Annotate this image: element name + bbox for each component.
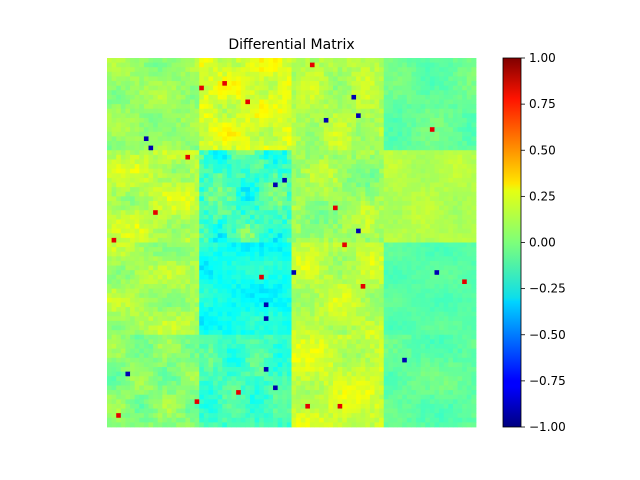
colorbar-tick-label: −0.75 <box>529 374 566 388</box>
heatmap-block-0-0 <box>107 58 200 151</box>
heatmap-block-1-0 <box>107 150 200 243</box>
colorbar-tick-label: 0.25 <box>529 189 556 203</box>
colorbar-tick-label: 0.00 <box>529 236 556 250</box>
heatmap-block-2-0 <box>107 242 200 336</box>
colorbar-tick-label: −1.00 <box>529 420 566 434</box>
colorbar-tick-label: −0.25 <box>529 282 566 296</box>
colorbar-ticks: 1.00 0.75 0.50 0.25 0.00 −0.25 −0.50 −0.75 −1.00 <box>521 51 566 434</box>
colorbar-tick-label: 0.75 <box>529 97 556 111</box>
colorbar <box>502 57 522 428</box>
heatmap-block-3-3 <box>383 334 477 428</box>
heatmap-block-1-2 <box>291 150 385 243</box>
heatmap-block-3-2 <box>291 334 385 428</box>
heatmap-block-1-1 <box>199 150 292 243</box>
colorbar-tick-label: 1.00 <box>529 51 556 65</box>
heatmap-image <box>107 58 477 428</box>
chart-title: Differential Matrix <box>228 37 354 53</box>
colorbar-tick-label: −0.50 <box>529 328 566 342</box>
colorbar-tick-label: 0.50 <box>529 143 556 157</box>
heatmap-block-0-3 <box>383 58 477 151</box>
heatmap-block-0-2 <box>291 58 385 151</box>
heatmap-block-1-3 <box>383 150 477 243</box>
heatmap-block-3-1 <box>199 334 292 428</box>
heatmap-block-3-0 <box>107 334 200 428</box>
heatmap-block-2-2 <box>291 242 385 336</box>
heatmap-block-2-3 <box>383 242 477 336</box>
heatmap-block-2-1 <box>199 242 292 336</box>
heatmap-block-0-1 <box>199 58 292 151</box>
